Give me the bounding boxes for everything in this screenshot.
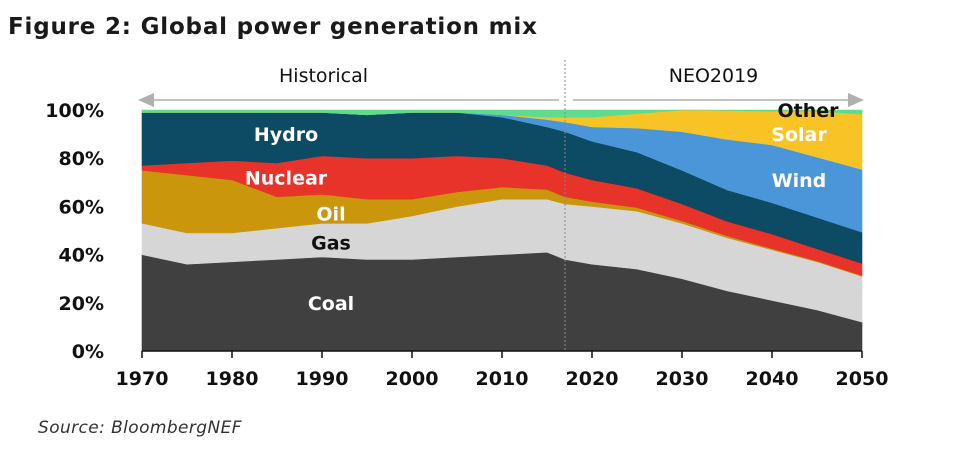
x-tick-label: 2010: [476, 368, 529, 390]
series-label-other: Other: [777, 100, 839, 122]
y-tick-label: 60%: [59, 196, 104, 218]
series-label-oil: Oil: [316, 204, 345, 226]
series-label-hydro: Hydro: [254, 124, 318, 146]
y-tick-label: 80%: [59, 148, 104, 170]
annotation-layer: Historical NEO2019: [138, 60, 864, 351]
series-label-wind: Wind: [772, 170, 827, 192]
x-tick-label: 2000: [386, 368, 439, 390]
x-tick-label: 1990: [296, 368, 349, 390]
y-tick-label: 100%: [45, 100, 104, 122]
figure-title: Figure 2: Global power generation mix: [8, 14, 538, 40]
series-label-nuclear: Nuclear: [245, 167, 328, 189]
x-tick-label: 2040: [746, 368, 799, 390]
x-tick-label: 1970: [116, 368, 169, 390]
source-note: Source: BloombergNEF: [38, 418, 242, 438]
axes-layer: 1970 1980 1990 2000 2010 2020 2030 2040 2050 0% 20…: [45, 100, 888, 390]
x-tick-label: 2030: [656, 368, 709, 390]
series-label-solar: Solar: [771, 124, 827, 146]
y-tick-label: 40%: [59, 245, 104, 267]
series-label-coal: Coal: [308, 293, 354, 315]
area-other: [141, 109, 863, 118]
x-tick-label: 2020: [566, 368, 619, 390]
series-label-gas: Gas: [311, 233, 351, 255]
area-layer: [141, 109, 863, 352]
historical-arrow-head: [138, 93, 154, 107]
x-tick-label: 1980: [206, 368, 259, 390]
x-tick-label: 2050: [836, 368, 889, 390]
period-label-historical: Historical: [279, 65, 368, 87]
y-tick-label: 20%: [59, 293, 104, 315]
projection-arrow-head: [848, 93, 864, 107]
period-label-neo2019: NEO2019: [669, 65, 759, 87]
y-tick-label: 0%: [72, 341, 104, 363]
